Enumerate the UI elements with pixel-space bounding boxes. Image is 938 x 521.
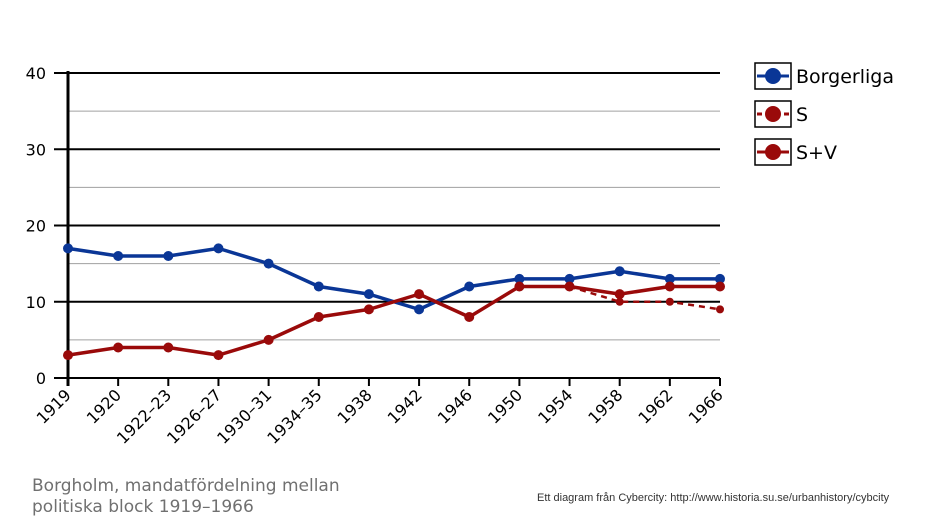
x-tick-label: 1954: [534, 385, 576, 427]
data-point-s-v: [664, 281, 675, 292]
grid-lines: [54, 72, 720, 341]
axes: [54, 71, 721, 386]
series-line-s: [569, 285, 721, 311]
data-point-borgerliga: [363, 289, 374, 300]
data-point-s: [716, 305, 724, 314]
data-point-s-v: [464, 312, 475, 322]
data-point-s-v: [163, 342, 174, 353]
x-tick-label: 1958: [584, 385, 626, 427]
data-point-borgerliga: [163, 251, 174, 261]
series-line-s-v: [67, 284, 720, 357]
x-tick-label: 1934–35: [263, 385, 325, 447]
data-point-s: [615, 297, 624, 306]
chart-caption: Borgholm, mandatfördelning mellan politi…: [32, 476, 340, 517]
legend: Borgerliga S S+V: [754, 62, 894, 166]
x-tick-label: 1938: [334, 385, 376, 427]
data-point-s-v: [113, 342, 124, 353]
legend-label-s-v: S+V: [796, 142, 837, 164]
data-point-s-v: [414, 289, 425, 300]
data-point-borgerliga: [464, 281, 475, 292]
credit-text: Ett diagram från Cybercity: http://www.h…: [537, 492, 890, 504]
data-point-s-v: [363, 304, 374, 315]
data-point-borgerliga: [113, 251, 124, 261]
legend-marker-s-v: [765, 144, 781, 160]
y-tick-label: 0: [36, 369, 46, 388]
data-point-borgerliga: [313, 281, 324, 292]
x-tick-label: 1942: [384, 385, 426, 427]
x-tick-label: 1950: [484, 385, 526, 427]
data-point-s-v: [614, 289, 625, 300]
legend-marker-s: [765, 106, 781, 122]
data-point-s-v: [715, 281, 725, 292]
x-tick-label: 1962: [634, 385, 676, 427]
data-point-s-v: [313, 312, 324, 322]
y-tick-label: 30: [26, 140, 46, 159]
y-tick-label: 10: [26, 293, 46, 312]
y-tick-label: 40: [26, 64, 46, 83]
data-point-borgerliga: [414, 304, 425, 315]
data-point-borgerliga: [213, 243, 224, 254]
legend-label-borgerliga: Borgerliga: [796, 66, 894, 88]
x-tick-label: 1946: [434, 385, 476, 427]
legend-marker-borgerliga: [765, 68, 781, 84]
data-point-borgerliga: [514, 273, 525, 284]
legend-label-s: S: [796, 104, 808, 126]
y-tick-labels: 0 10 20 30 40: [26, 64, 46, 388]
data-point-s: [665, 297, 674, 306]
data-point-borgerliga: [263, 258, 274, 269]
x-tick-label: 1919: [33, 385, 75, 427]
series-group: [63, 243, 725, 361]
data-point-borgerliga: [664, 273, 675, 284]
x-tick-label: 1966: [685, 385, 727, 427]
data-point-s-v: [213, 350, 224, 361]
data-point-borgerliga: [63, 243, 73, 254]
data-point-s-v: [263, 334, 274, 345]
data-point-s-v: [564, 281, 575, 292]
data-point-borgerliga: [564, 273, 575, 284]
data-point-borgerliga: [715, 273, 725, 284]
y-tick-label: 20: [26, 217, 46, 236]
x-tick-label: 1920: [83, 385, 125, 427]
data-point-s-v: [514, 281, 525, 292]
data-point-borgerliga: [614, 266, 625, 277]
data-point-s-v: [63, 350, 73, 361]
